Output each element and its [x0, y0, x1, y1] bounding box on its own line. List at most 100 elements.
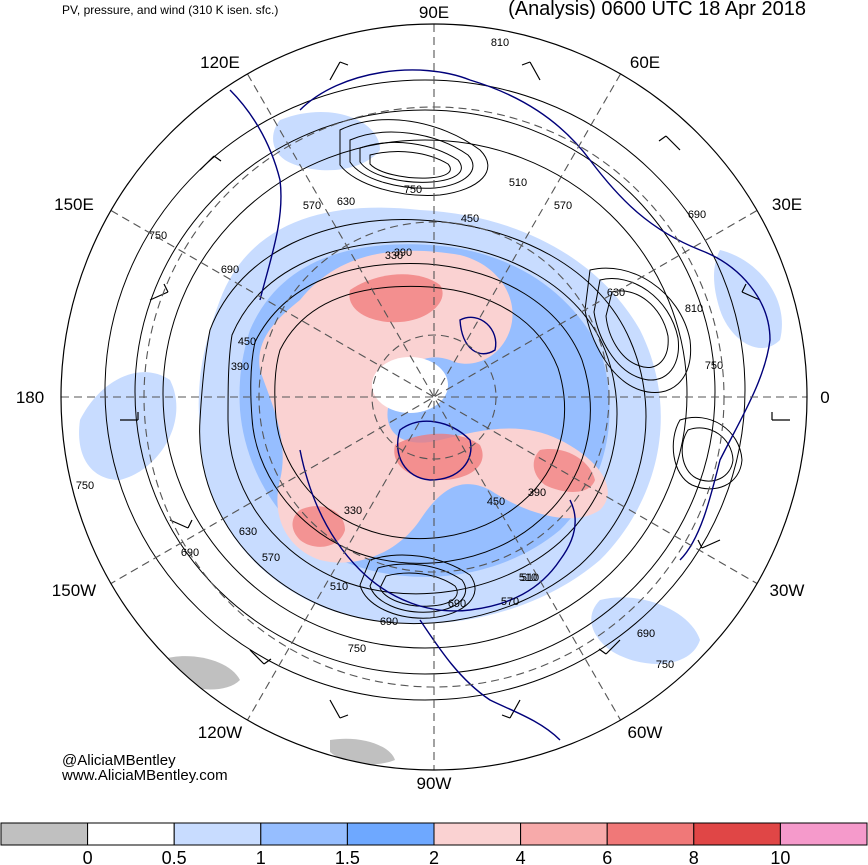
contour-label: 450: [461, 213, 479, 225]
contour-label: 570: [501, 596, 519, 608]
lon-label-120e: 120E: [200, 53, 240, 72]
coastline-north-america: [299, 449, 576, 612]
latitude-circle-inner: [371, 334, 497, 460]
contour-label: 810: [685, 303, 703, 315]
contour-label: 510: [521, 572, 539, 584]
contour-label: 750: [149, 230, 167, 242]
contour-label: 510: [509, 177, 527, 189]
pv-core-max-3: [533, 449, 595, 492]
map-title-left: PV, pressure, and wind (310 K isen. sfc.…: [62, 3, 279, 17]
contour-label: 510: [330, 581, 348, 593]
pole-white-region: [372, 357, 448, 413]
contour-label: 330: [344, 505, 362, 517]
contour-label: 570: [303, 200, 321, 212]
colorbar-tick-label: 10: [770, 848, 790, 865]
pv-band-low-2: [79, 372, 177, 480]
lon-label-30e: 30E: [772, 195, 802, 214]
colorbar-tick-label: 1: [256, 848, 266, 865]
contour-label: 630: [239, 526, 257, 538]
contour-label: 750: [76, 480, 94, 492]
coastline-east-asia: [229, 89, 282, 301]
contour-label: 750: [656, 659, 674, 671]
colorbar-swatch: [433, 822, 522, 846]
contour-label: 390: [394, 247, 412, 259]
contour-label: 750: [348, 643, 366, 655]
colorbar-swatch: [693, 822, 781, 846]
pv-core-high: [259, 250, 608, 563]
colorbar-ticks: 0 0.5 1 1.5 2 4 6 8 10: [83, 848, 791, 865]
lon-label-90e: 90E: [419, 3, 449, 22]
lon-label-30w: 30W: [770, 581, 805, 600]
contour-label: 450: [487, 496, 505, 508]
colorbar-tick-label: 6: [602, 848, 612, 865]
colorbar-swatch: [0, 822, 89, 846]
wind-barbs: [120, 61, 790, 719]
latitude-circle-outer: [143, 106, 725, 688]
pressure-contours: [104, 79, 746, 701]
colorbar-swatch: [260, 822, 348, 846]
meridian-150e-30w: [110, 210, 758, 584]
colorbar-tick-label: 1.5: [335, 848, 360, 865]
coastline-eurasia: [299, 69, 771, 561]
pv-grey-2: [330, 738, 395, 765]
map-title-right: (Analysis) 0600 UTC 18 Apr 2018: [508, 0, 806, 20]
lon-label-180: 180: [16, 388, 44, 407]
colorbar-tick-label: 4: [516, 848, 526, 865]
colorbar: 0 0.5 1 1.5 2 4 6 8 10: [0, 822, 868, 865]
colorbar-tick-label: 2: [429, 848, 439, 865]
contour-label: 690: [637, 628, 655, 640]
credit-website: www.AliciaMBentley.com: [62, 767, 228, 784]
coastlines: [229, 69, 771, 741]
map-graticule: [61, 24, 807, 770]
contour-label: 390: [528, 487, 546, 499]
colorbar-swatch: [520, 822, 608, 846]
contour-label: 690: [380, 616, 398, 628]
contour-label: 630: [607, 287, 625, 299]
pv-grey-1: [160, 656, 240, 690]
lon-label-90w: 90W: [417, 774, 452, 793]
map-boundary: [60, 23, 808, 771]
contour-label: 510: [519, 572, 537, 584]
lon-label-60w: 60W: [628, 723, 663, 742]
contour-label: 750: [404, 184, 422, 196]
contour-label-group: 810 750 690 630 570 510 450 390 330 810 …: [76, 37, 723, 671]
contour-label: 570: [554, 200, 572, 212]
contour-label: 810: [491, 37, 509, 49]
pv-band-low-4: [714, 250, 782, 349]
coastline-arctic-islands: [459, 316, 497, 355]
colorbar-tick-label: 0: [83, 848, 93, 865]
contour-label: 330: [385, 250, 403, 262]
colorbar-swatch: [606, 822, 695, 846]
pv-band-low-3: [591, 597, 700, 664]
meridian-30e-150w: [110, 210, 758, 584]
pv-grey-3: [778, 539, 807, 567]
colorbar-swatch: [346, 822, 435, 846]
contour-label: 750: [705, 360, 723, 372]
contour-label: 690: [688, 209, 706, 221]
lon-label-60e: 60E: [630, 53, 660, 72]
contour-label: 570: [262, 552, 280, 564]
lon-label-150w: 150W: [52, 581, 96, 600]
lon-label-120w: 120W: [198, 723, 242, 742]
coastline-greenland: [396, 420, 472, 481]
colorbar-swatch: [173, 822, 262, 846]
coastline-central-america: [419, 619, 561, 741]
meridian-120e-60w: [247, 73, 621, 721]
credit-handle: @AliciaMBentley: [62, 752, 176, 769]
colorbar-tick-label: 8: [689, 848, 699, 865]
colorbar-tick-label: 0.5: [162, 848, 187, 865]
pv-band-low-5: [273, 111, 380, 171]
contour-label: 630: [337, 196, 355, 208]
pv-core-max-2: [394, 433, 483, 480]
colorbar-swatches: [0, 822, 868, 846]
contour-label: 690: [448, 598, 466, 610]
lon-label-150e: 150E: [54, 195, 94, 214]
colorbar-swatch: [87, 822, 175, 846]
latitude-circle-mid: [258, 221, 610, 573]
longitude-label-group: 90E 60E 30E 0 30W 60W 90W 120W 150W 180 …: [16, 3, 830, 793]
contour-label: 450: [238, 336, 256, 348]
colorbar-swatch: [779, 822, 868, 846]
lon-label-0: 0: [820, 388, 829, 407]
contour-label: 390: [231, 361, 249, 373]
